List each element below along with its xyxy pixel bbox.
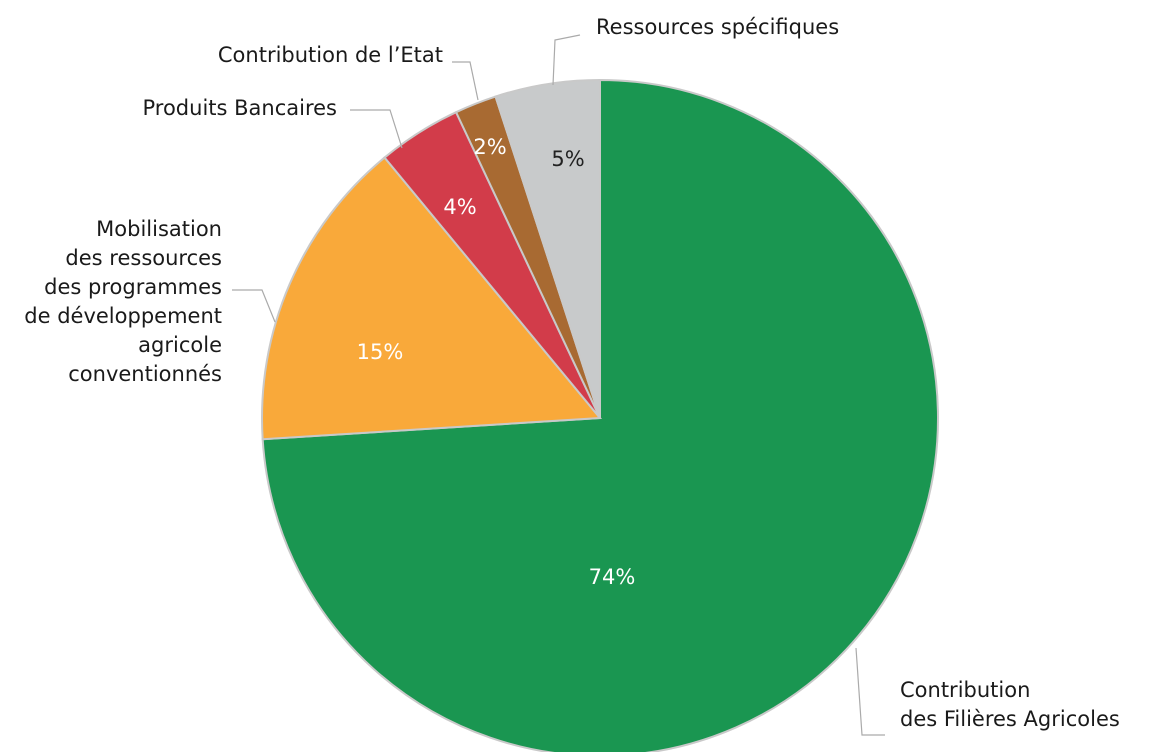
value-label: 2%: [473, 135, 506, 159]
leader-line: [855, 647, 885, 736]
category-label: Contribution des Filières Agricoles: [900, 678, 1120, 731]
pie-slice: [494, 78, 601, 419]
leader-line: [232, 289, 276, 323]
category-label: Contribution de l’Etat: [217, 43, 443, 67]
category-label: Mobilisation des ressources des programm…: [24, 217, 222, 386]
value-label: 74%: [589, 565, 636, 589]
value-label: 15%: [357, 340, 404, 364]
leader-line: [552, 34, 581, 86]
category-label: Ressources spécifiques: [596, 15, 840, 39]
value-label: 5%: [551, 147, 584, 171]
leader-line: [350, 109, 403, 149]
value-label: 4%: [443, 195, 476, 219]
leader-lines: [232, 34, 885, 736]
leader-line: [452, 61, 479, 101]
pie-slice: [261, 156, 603, 441]
category-label: Produits Bancaires: [142, 96, 337, 120]
